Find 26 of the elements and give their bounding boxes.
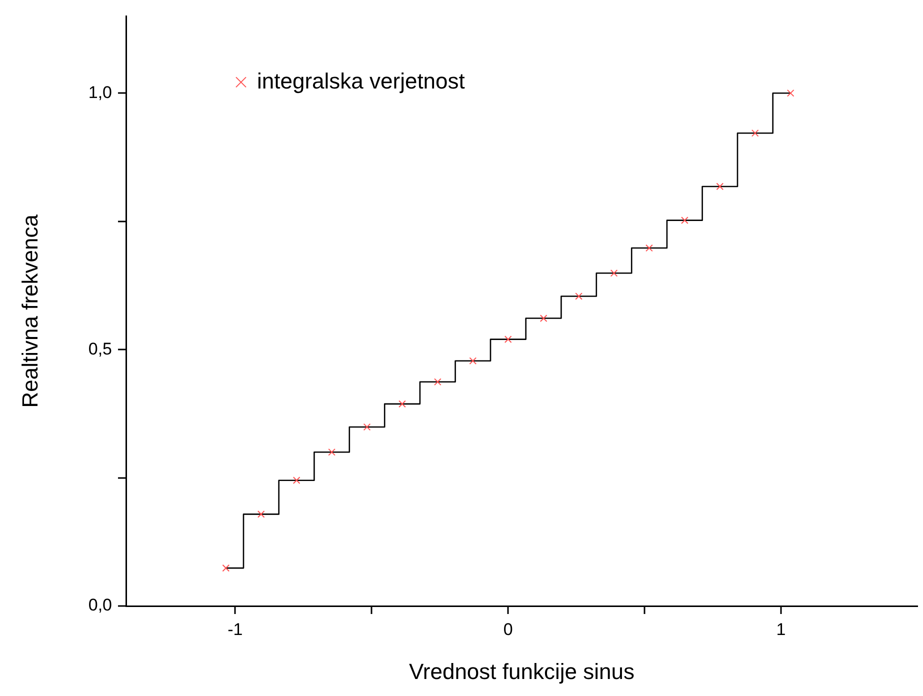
x-axis-title: Vrednost funkcije sinus: [409, 658, 634, 684]
point: [610, 269, 618, 277]
point: [540, 314, 548, 322]
y-tick-label: 0,5: [88, 339, 112, 358]
y-tick-label: 1,0: [88, 82, 112, 102]
point: [575, 292, 582, 300]
point: [751, 129, 759, 137]
y-axis-title: Realtivna frekvenca: [17, 214, 42, 408]
point: [292, 476, 300, 484]
point: [257, 510, 265, 518]
point: [469, 357, 477, 365]
point: [363, 423, 371, 431]
legend-label: integralska verjetnost: [257, 68, 465, 94]
point: [716, 182, 724, 190]
point: [786, 89, 794, 97]
point: [681, 216, 688, 224]
point: [328, 448, 336, 456]
point: [504, 336, 512, 343]
point: [434, 378, 442, 386]
y-tick-label: 0,0: [88, 596, 112, 615]
x-tick-label: -1: [228, 620, 243, 639]
point: [646, 244, 653, 252]
point: [222, 564, 230, 572]
x-tick-label: 0: [503, 620, 513, 639]
point: [398, 400, 406, 408]
x-tick-label: 1: [776, 620, 786, 639]
